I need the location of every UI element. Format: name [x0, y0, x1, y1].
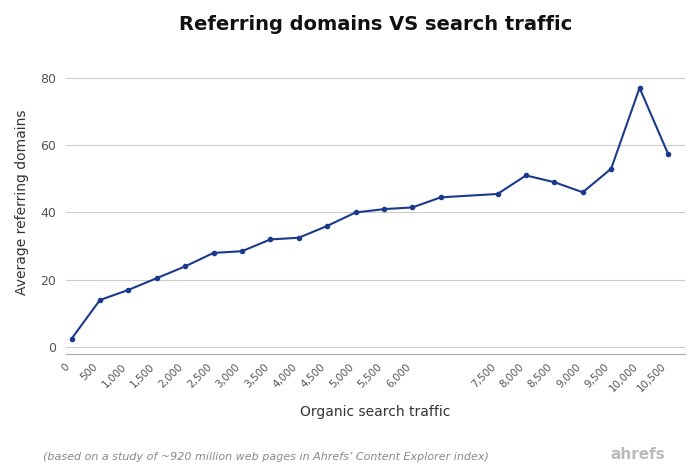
X-axis label: Organic search traffic: Organic search traffic	[300, 405, 451, 419]
Text: ahrefs: ahrefs	[610, 447, 665, 462]
Title: Referring domains VS search traffic: Referring domains VS search traffic	[178, 15, 572, 34]
Text: (based on a study of ~920 million web pages in Ahrefs’ Content Explorer index): (based on a study of ~920 million web pa…	[43, 453, 489, 462]
Y-axis label: Average referring domains: Average referring domains	[15, 110, 29, 295]
